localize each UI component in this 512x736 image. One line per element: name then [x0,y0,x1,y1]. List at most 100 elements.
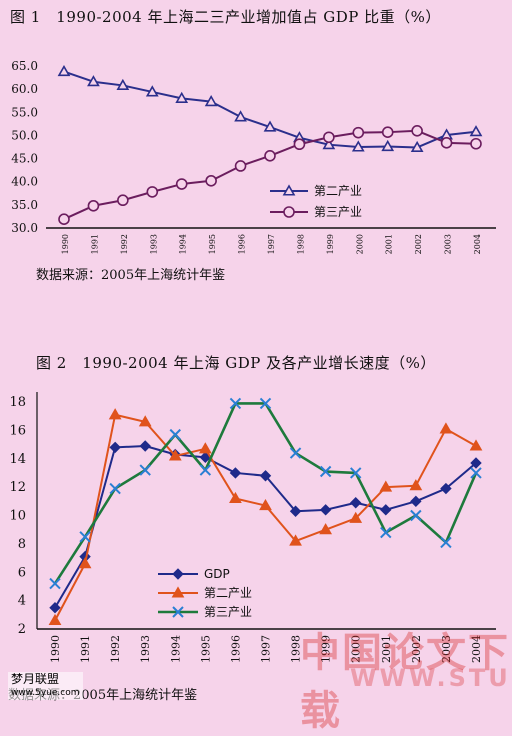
data-point [319,504,332,516]
figure2-title: 图 2 1990-2004 年上海 GDP 及各产业增长速度（%） [36,354,436,372]
data-point [108,408,122,420]
legend-label: 第二产业 [314,184,362,198]
data-point [264,149,276,162]
figure1-title: 图 1 1990-2004 年上海二三产业增加值占 GDP 比重（%） [10,8,441,26]
y-tick-label: 6 [18,565,26,580]
x-tick-label: 1991 [90,234,99,254]
data-point [409,479,423,491]
data-point [470,467,482,479]
x-tick-label: 2004 [473,234,482,254]
x-tick-label: 2004 [470,635,483,663]
x-tick-label: 1991 [79,635,92,663]
x-tick-label: 2001 [380,635,393,663]
data-point [381,126,394,138]
legend-label: 第二产业 [204,586,252,600]
x-tick-label: 1999 [320,635,333,663]
data-point [263,120,277,132]
legend-marker [282,184,296,196]
data-point [469,125,483,137]
data-point [57,64,71,77]
data-point [145,85,159,97]
y-tick-label: 60.0 [11,82,38,96]
data-point [410,495,422,508]
data-point [440,482,452,495]
x-tick-label: 1995 [208,234,217,254]
y-tick-label: 4 [18,594,26,609]
data-point [319,523,333,535]
x-tick-label: 1996 [229,635,242,663]
figure2-chart: 2 4 6 8 10 12 14 16 18 1990 1991 1992 1993 1994 1995 19… [9,392,496,663]
y-tick-label: 18 [9,395,26,410]
data-point [58,213,70,226]
data-point [87,75,100,87]
data-point [381,139,395,152]
data-point [380,526,392,539]
data-point [78,557,92,569]
data-point [440,137,453,149]
x-tick-label: 2002 [410,635,423,663]
y-tick-label: 45.0 [11,152,38,166]
x-tick-label: 2003 [444,234,453,254]
figure1-chart: 30.0 35.0 40.0 45.0 50.0 55.0 60.0 65.0 1990 1991… [11,59,496,254]
x-tick-label: 1999 [326,234,335,254]
x-tick-label: 2003 [440,635,453,663]
x-tick-label: 1997 [267,234,276,254]
x-tick-label: 1994 [179,234,188,254]
x-tick-label: 1998 [296,234,305,254]
y-tick-label: 10 [9,509,26,524]
data-point [319,465,332,478]
legend-marker [171,586,185,598]
data-point [198,442,212,454]
data-point [49,577,61,590]
data-point [79,531,91,543]
data-point [146,186,159,198]
x-tick-label: 1995 [199,635,212,663]
x-tick-label: 1992 [109,635,122,663]
x-tick-label: 1992 [120,234,129,254]
data-point [138,415,152,427]
y-tick-label: 30.0 [11,221,38,235]
data-point [234,160,247,172]
data-point [175,178,188,190]
legend-label: 第三产业 [204,605,252,619]
x-tick-label: 1990 [49,635,62,663]
x-tick-label: 1994 [169,635,182,663]
y-tick-label: 55.0 [11,105,38,119]
series-2 [49,397,482,590]
x-tick-label: 1997 [260,635,273,663]
x-tick-label: 1993 [139,635,152,663]
data-point [229,397,242,410]
data-point [234,110,247,122]
data-point [139,464,151,476]
series-line [53,402,478,585]
y-tick-label: 40.0 [11,175,38,189]
data-point [168,449,182,461]
y-tick-label: 14 [9,452,26,467]
x-tick-label: 1996 [238,234,247,254]
data-point [205,174,217,187]
data-point [349,511,363,523]
corner-logo: 梦月联盟 www.5yue.com [8,672,83,700]
y-tick-label: 50.0 [11,128,38,142]
x-tick-label: 1990 [61,234,70,254]
x-tick-label: 1993 [149,234,158,254]
data-point [229,467,242,479]
corner-logo-url: www.5yue.com [11,688,80,698]
series-line [63,70,477,149]
data-point [109,482,121,495]
data-point [352,126,365,139]
y-tick-label: 35.0 [11,198,38,212]
data-point [117,194,129,207]
series-1 [58,125,482,226]
corner-logo-text: 梦月联盟 [11,672,60,686]
data-point [410,509,422,522]
x-tick-label: 2000 [350,635,363,663]
series-0 [49,440,482,614]
data-point [229,491,242,504]
data-point [411,125,423,137]
data-point [139,440,151,452]
data-point [289,505,302,517]
x-tick-label: 2002 [414,234,423,254]
data-point [379,480,393,492]
data-point [470,457,482,469]
